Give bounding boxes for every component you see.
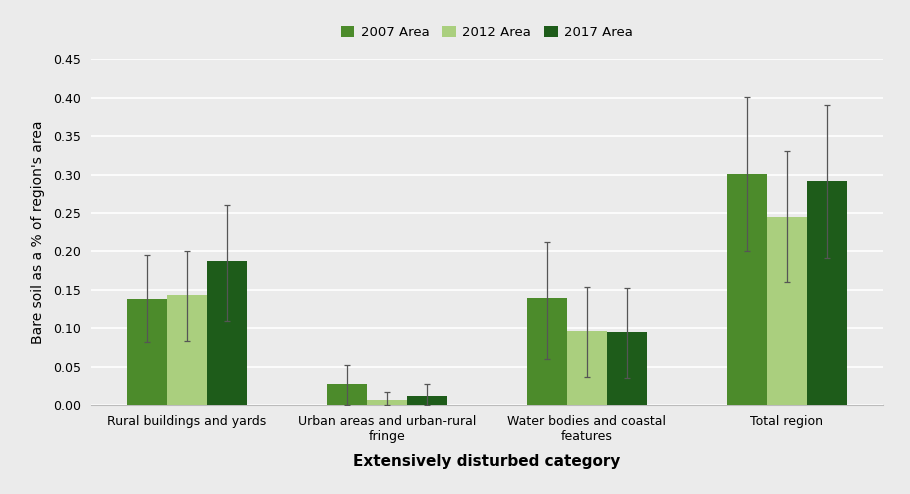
Bar [127,299,167,405]
Bar [807,181,846,405]
Bar [527,298,567,405]
Bar [167,295,207,405]
Bar [607,332,647,405]
Bar [367,400,407,405]
Legend: 2007 Area, 2012 Area, 2017 Area: 2007 Area, 2012 Area, 2017 Area [336,21,638,44]
Bar [767,217,807,405]
Bar [407,396,447,405]
Y-axis label: Bare soil as a % of region's area: Bare soil as a % of region's area [31,121,45,344]
Bar [327,383,367,405]
X-axis label: Extensively disturbed category: Extensively disturbed category [353,454,621,469]
Bar [727,174,767,405]
Bar [567,331,607,405]
Bar [207,261,247,405]
